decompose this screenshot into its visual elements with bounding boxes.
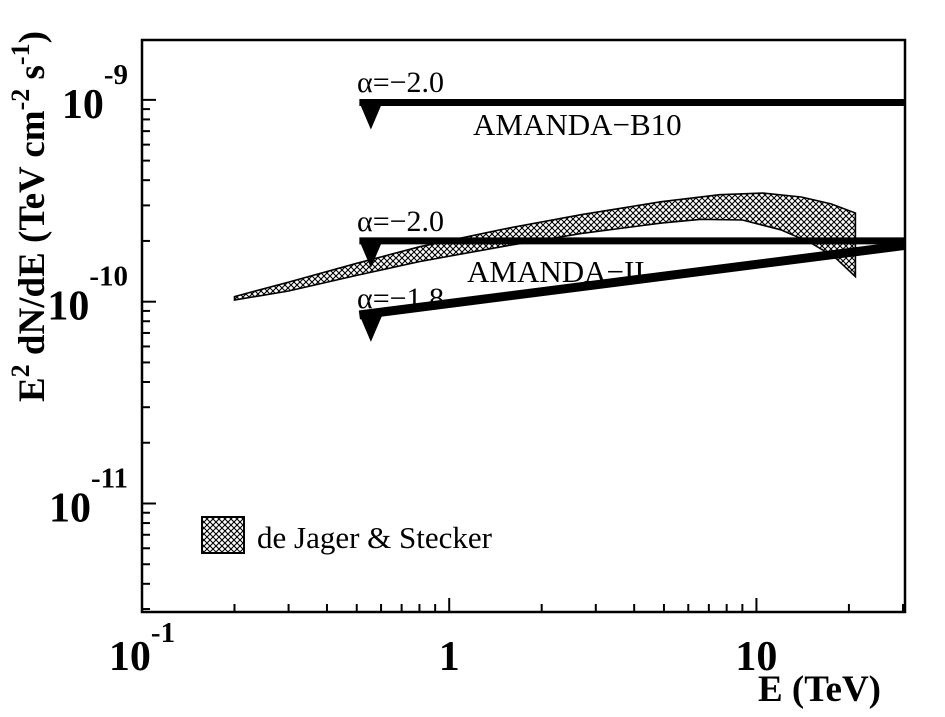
x-tick-label: 10	[735, 634, 777, 680]
y-tick-label: 10-11	[49, 463, 128, 532]
plot-frame	[140, 38, 907, 614]
annotation-alpha-2.0-b10: α=−2.0	[357, 66, 444, 99]
amanda-ii-limit-upper-limit-arrow	[359, 240, 383, 268]
alpha-1.8-limit-group	[358, 240, 906, 342]
y-axis-title: E2 dN/dE (TeV cm-2 s-1)	[6, 31, 53, 402]
x-axis-title: E (TeV)	[758, 669, 881, 710]
y-tick-label: 10-10	[47, 261, 128, 330]
annotation-alpha-1.8: α=−1.8	[357, 282, 444, 315]
annotation-amanda-b10: AMANDA−B10	[473, 107, 682, 142]
legend-label: de Jager & Stecker	[257, 520, 493, 555]
x-tick-label: 1	[439, 634, 460, 680]
legend: de Jager & Stecker	[201, 516, 493, 555]
legend-swatch	[201, 516, 245, 554]
alpha-1.8-limit-upper-limit-arrow	[359, 314, 383, 342]
amanda-b10-limit-upper-limit-arrow	[359, 102, 383, 130]
annotation-alpha-2.0-aii: α=−2.0	[357, 205, 444, 238]
x-axis: 10-1 1 10	[109, 598, 905, 680]
amanda-b10-limit-group	[359, 99, 905, 130]
x-tick-label: 10-1	[109, 617, 175, 680]
plot-background	[142, 40, 905, 612]
amanda-ii-limit-group	[359, 237, 905, 268]
y-axis: 10-11 10-10 10-9	[47, 59, 156, 611]
alpha-1.8-limit-line	[358, 240, 906, 320]
y-tick-label: 10-9	[62, 59, 128, 128]
annotation-amanda-ii: AMANDA−II	[467, 254, 645, 289]
dejager-stecker-band	[233, 192, 857, 301]
